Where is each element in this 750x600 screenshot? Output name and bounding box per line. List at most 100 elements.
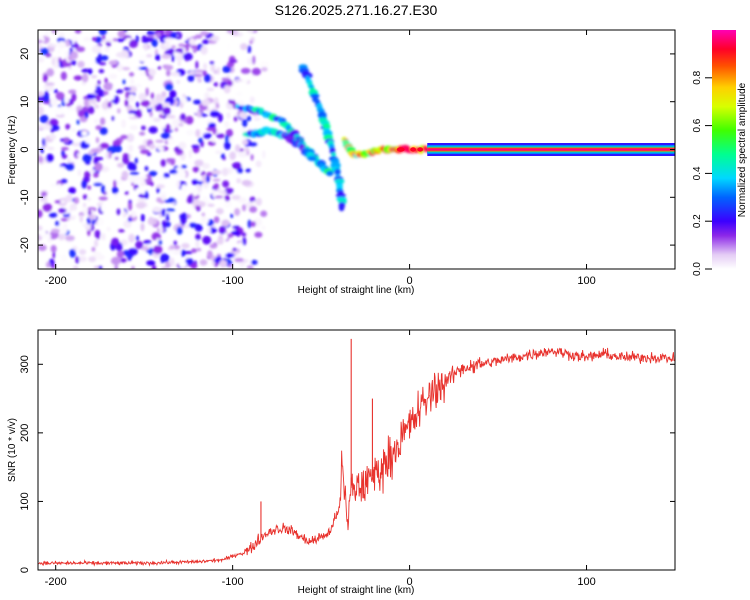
- noise-blob: [242, 139, 249, 146]
- noise-blob: [159, 253, 170, 263]
- noise-blob: [57, 40, 67, 49]
- noise-blob: [149, 47, 154, 52]
- noise-blob: [50, 228, 61, 234]
- noise-blob: [192, 107, 198, 114]
- noise-blob: [81, 130, 88, 136]
- noise-blob: [178, 261, 187, 268]
- noise-blob: [71, 142, 81, 147]
- noise-blob: [195, 233, 201, 241]
- noise-blob: [164, 83, 174, 91]
- noise-blob: [188, 38, 196, 46]
- noise-blob: [41, 233, 52, 238]
- noise-blob: [123, 220, 132, 229]
- noise-blob: [43, 195, 48, 205]
- noise-blob: [86, 93, 97, 100]
- noise-blob: [185, 115, 194, 125]
- noise-blob: [107, 101, 112, 108]
- noise-blob: [181, 165, 187, 169]
- noise-blob: [138, 145, 147, 150]
- noise-blob: [224, 194, 230, 202]
- noise-blob: [165, 208, 175, 212]
- noise-blob: [124, 191, 129, 195]
- noise-blob: [152, 206, 163, 213]
- noise-blob: [58, 166, 66, 171]
- noise-blob: [93, 118, 99, 124]
- noise-blob: [125, 91, 130, 99]
- noise-blob: [249, 40, 253, 45]
- noise-blob: [81, 73, 89, 83]
- noise-blob: [188, 149, 192, 159]
- noise-blob: [60, 178, 68, 184]
- noise-blob: [176, 226, 183, 235]
- noise-blob: [169, 31, 178, 39]
- noise-blob: [161, 91, 167, 98]
- noise-blob: [226, 112, 231, 119]
- noise-blob: [217, 113, 223, 123]
- noise-blob: [117, 162, 125, 168]
- x-tick-label: -200: [45, 275, 67, 287]
- noise-blob: [96, 218, 105, 226]
- noise-blob: [195, 239, 200, 248]
- noise-blob: [130, 78, 135, 85]
- noise-blob: [116, 64, 124, 72]
- noise-blob: [250, 259, 258, 265]
- noise-blob: [242, 237, 247, 246]
- noise-blob: [47, 146, 55, 151]
- noise-blob: [227, 80, 233, 87]
- noise-blob: [252, 55, 256, 65]
- colorbar-gradient: [712, 30, 736, 269]
- x-tick-label: -100: [222, 275, 244, 287]
- noise-blob: [91, 246, 96, 252]
- noise-blob: [94, 229, 101, 239]
- noise-blob: [249, 96, 255, 104]
- noise-blob: [40, 47, 49, 56]
- noise-blob: [100, 203, 107, 213]
- noise-blob: [78, 255, 87, 262]
- noise-blob: [181, 249, 186, 257]
- noise-blob: [215, 102, 220, 109]
- noise-blob: [154, 48, 159, 56]
- noise-blob: [200, 45, 208, 55]
- noise-blob: [38, 209, 43, 218]
- noise-blob: [128, 175, 138, 183]
- noise-blob: [83, 98, 89, 108]
- noise-blob: [159, 191, 167, 195]
- noise-blob: [94, 104, 100, 109]
- noise-blob: [140, 149, 150, 155]
- snr-x-label: Height of straight line (km): [298, 585, 415, 596]
- noise-blob: [241, 179, 252, 187]
- noise-blob: [73, 75, 83, 81]
- noise-blob: [60, 218, 68, 222]
- noise-blob: [42, 73, 48, 83]
- noise-blob: [116, 208, 121, 216]
- noise-blob: [87, 106, 95, 115]
- noise-blob: [160, 159, 166, 167]
- noise-blob: [71, 92, 77, 102]
- noise-blob: [198, 137, 203, 144]
- noise-blob: [255, 197, 262, 206]
- noise-blob: [158, 239, 162, 246]
- noise-blob: [89, 169, 96, 173]
- x-tick-label: -100: [222, 576, 244, 588]
- snr-panel: -200 -100 0 100 0 100 200 300 Height of straigh…: [7, 329, 676, 596]
- noise-blob: [201, 162, 210, 170]
- noise-blob: [213, 216, 220, 224]
- noise-blob: [128, 109, 138, 115]
- noise-blob: [98, 69, 105, 74]
- noise-blob: [148, 144, 156, 150]
- noise-blob: [188, 71, 198, 75]
- noise-blob: [46, 68, 55, 77]
- y-tick-label: 300: [19, 355, 31, 373]
- noise-blob: [50, 182, 57, 188]
- noise-blob: [136, 109, 142, 118]
- noise-blob: [169, 169, 178, 175]
- noise-blob: [115, 179, 123, 185]
- noise-blob: [226, 30, 234, 34]
- noise-blob: [171, 44, 176, 49]
- steep-streak-blob: [338, 204, 345, 212]
- noise-blob: [98, 265, 103, 269]
- noise-blob: [41, 94, 50, 103]
- noise-blob: [197, 113, 202, 118]
- noise-blob: [160, 193, 167, 201]
